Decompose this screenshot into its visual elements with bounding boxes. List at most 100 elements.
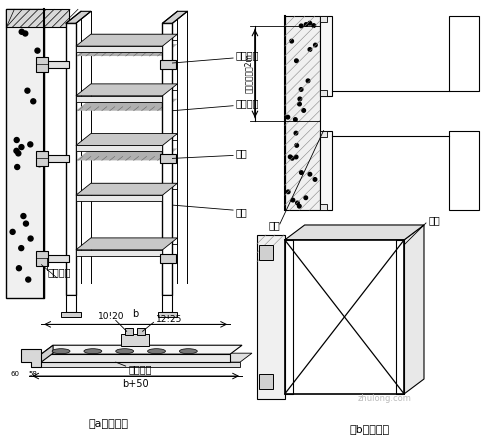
Text: b: b <box>133 309 139 319</box>
Bar <box>161 155 176 163</box>
Circle shape <box>286 115 289 119</box>
Bar <box>121 334 148 346</box>
Ellipse shape <box>179 349 197 354</box>
Circle shape <box>35 18 40 23</box>
Circle shape <box>298 97 302 101</box>
Circle shape <box>31 99 36 104</box>
Bar <box>257 235 285 399</box>
Circle shape <box>313 178 317 181</box>
Text: 槽锆: 槽锆 <box>429 215 441 225</box>
Bar <box>163 23 173 294</box>
Text: b+50: b+50 <box>122 379 149 389</box>
Circle shape <box>19 145 24 150</box>
Circle shape <box>300 171 303 174</box>
Circle shape <box>23 31 28 36</box>
Circle shape <box>26 277 31 282</box>
Polygon shape <box>41 345 53 362</box>
Bar <box>31 362 240 367</box>
Circle shape <box>308 172 312 176</box>
Ellipse shape <box>147 349 166 354</box>
Circle shape <box>291 198 295 202</box>
Bar <box>161 254 176 263</box>
Text: （b）方式二: （b）方式二 <box>349 424 389 434</box>
Polygon shape <box>31 353 252 362</box>
Polygon shape <box>76 34 177 46</box>
Circle shape <box>21 214 26 218</box>
Bar <box>285 240 404 394</box>
Polygon shape <box>76 44 177 56</box>
Bar <box>157 313 177 317</box>
Text: 固定间距小于2m: 固定间距小于2m <box>244 53 252 93</box>
Bar <box>163 294 173 313</box>
Polygon shape <box>66 12 91 23</box>
Circle shape <box>312 24 316 28</box>
Circle shape <box>25 88 30 93</box>
Bar <box>285 240 293 394</box>
Bar <box>36 151 48 166</box>
Polygon shape <box>41 345 242 354</box>
Bar <box>61 313 81 317</box>
Circle shape <box>290 40 293 43</box>
Bar <box>259 245 273 260</box>
Polygon shape <box>76 99 177 111</box>
Bar <box>396 240 404 394</box>
Bar <box>319 16 331 96</box>
Bar <box>76 146 163 151</box>
Bar <box>259 374 273 389</box>
Text: 10!20: 10!20 <box>98 312 124 321</box>
Bar <box>319 204 326 210</box>
Circle shape <box>290 156 294 160</box>
Circle shape <box>286 190 290 194</box>
Circle shape <box>37 162 42 166</box>
Circle shape <box>10 230 15 234</box>
Bar <box>125 328 133 335</box>
Ellipse shape <box>116 349 134 354</box>
Polygon shape <box>6 9 69 27</box>
Bar <box>449 131 479 210</box>
Text: 12!25: 12!25 <box>155 315 182 324</box>
Circle shape <box>14 148 19 153</box>
Circle shape <box>294 155 298 159</box>
Bar <box>36 57 48 72</box>
Circle shape <box>304 23 308 26</box>
Circle shape <box>19 246 24 250</box>
Polygon shape <box>163 12 187 23</box>
Polygon shape <box>404 225 424 394</box>
Circle shape <box>295 59 298 63</box>
Bar <box>66 23 76 294</box>
Bar <box>161 60 176 69</box>
Circle shape <box>306 79 310 83</box>
Bar <box>76 46 163 52</box>
Bar <box>6 9 44 297</box>
Text: 60: 60 <box>10 371 19 377</box>
Bar <box>76 195 163 201</box>
Text: 扁锆托臁: 扁锆托臁 <box>129 364 152 374</box>
Text: 膏胀螺栓: 膏胀螺栓 <box>47 267 70 277</box>
Circle shape <box>298 102 301 106</box>
Text: 固定压板: 固定压板 <box>235 50 258 60</box>
Polygon shape <box>76 238 177 250</box>
Circle shape <box>28 142 33 147</box>
Circle shape <box>296 201 299 205</box>
Bar <box>42 255 69 262</box>
Polygon shape <box>285 225 424 240</box>
Bar <box>41 354 230 362</box>
Bar <box>319 131 326 137</box>
Polygon shape <box>21 349 41 367</box>
Circle shape <box>302 109 306 112</box>
Polygon shape <box>76 84 177 96</box>
Ellipse shape <box>84 349 102 354</box>
Text: zhulong.com: zhulong.com <box>357 394 411 404</box>
Circle shape <box>16 266 21 271</box>
Circle shape <box>19 29 24 34</box>
Circle shape <box>15 165 20 170</box>
Circle shape <box>299 24 303 28</box>
Text: 托臁: 托臁 <box>235 207 247 217</box>
Bar <box>76 250 163 256</box>
Bar <box>42 155 69 163</box>
Bar <box>137 328 144 335</box>
Bar <box>285 16 319 210</box>
Circle shape <box>295 143 298 147</box>
Text: 连接螺栓: 连接螺栓 <box>235 98 258 108</box>
Text: 槽锆: 槽锆 <box>268 220 280 230</box>
